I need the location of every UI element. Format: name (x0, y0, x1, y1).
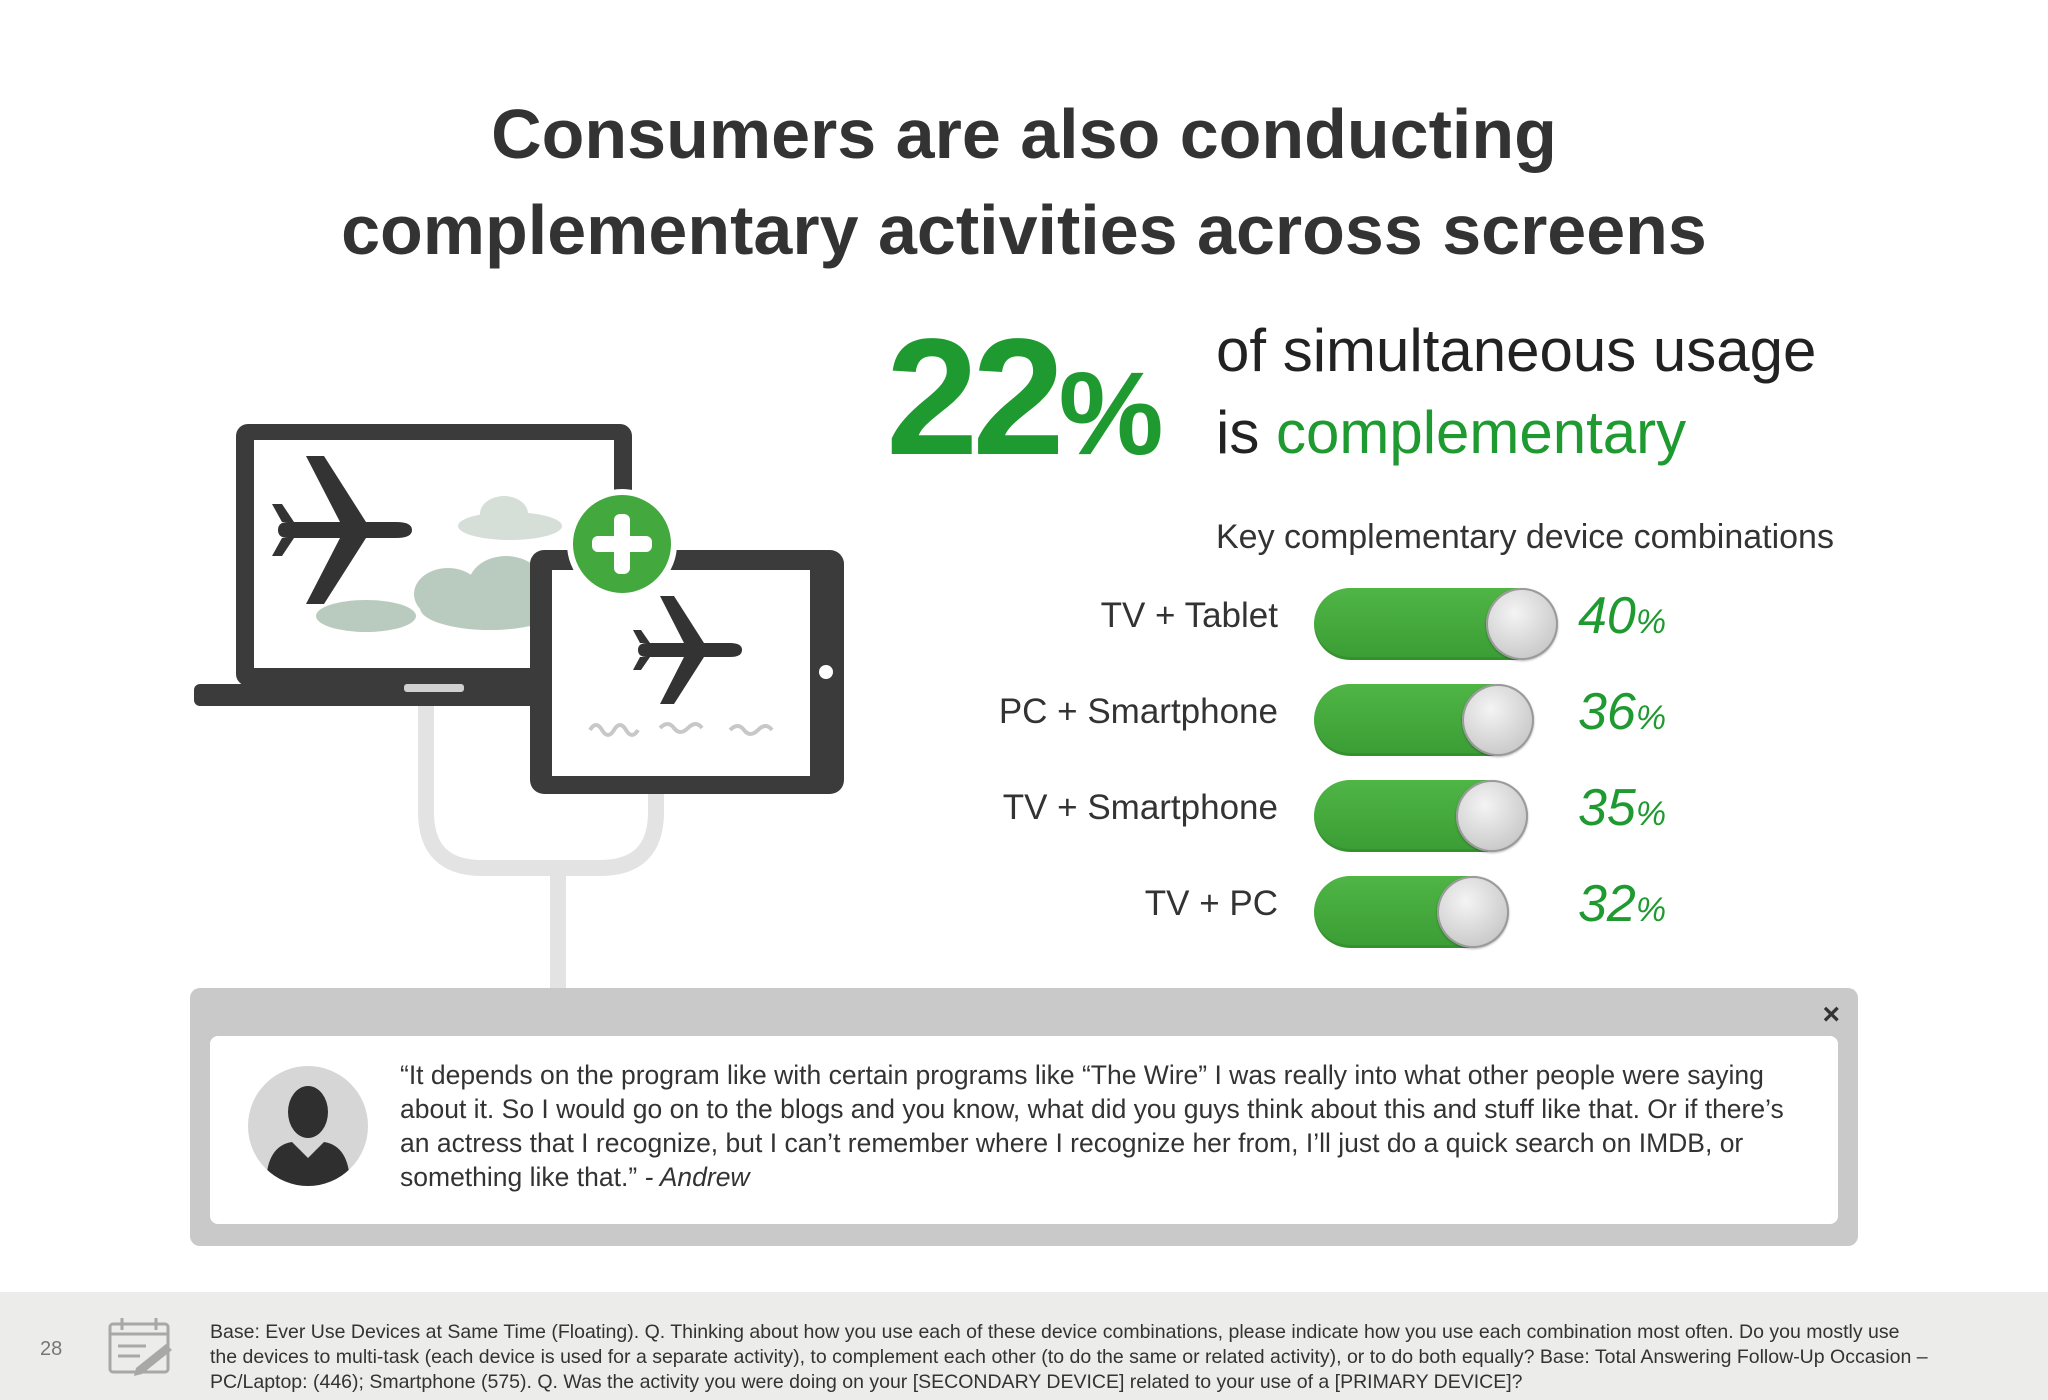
chart-row: PC + Smartphone 36% (0, 680, 2048, 756)
hero-stat-caption: of simultaneous usage is complementary (1216, 310, 1816, 474)
title-line-1: Consumers are also conducting (491, 95, 1557, 173)
chart-row: TV + Tablet 40% (0, 584, 2048, 660)
hero-stat: 22% (886, 315, 1164, 494)
footer-note-part-2: Base: Total Answering Follow-Up Occasion… (210, 1346, 1928, 1393)
cable-icon (418, 682, 664, 990)
hero-stat-value: 22 (886, 305, 1065, 490)
bar (1314, 588, 1558, 660)
footer-note-part-1: Base: Ever Use Devices at Same Time (Flo… (210, 1321, 1900, 1368)
data-label: 35% (1578, 779, 1667, 837)
data-label: 36% (1578, 683, 1667, 741)
data-label-unit: % (1635, 795, 1667, 833)
page-title: Consumers are also conducting complement… (0, 86, 2048, 278)
chart-row: TV + Smartphone 35% (0, 776, 2048, 852)
airplane-icon (633, 596, 742, 704)
close-icon[interactable]: × (1822, 998, 1840, 1031)
data-label-unit: % (1635, 699, 1667, 737)
bar (1314, 780, 1528, 852)
data-label-unit: % (1635, 603, 1667, 641)
plus-icon (567, 489, 677, 599)
category-label: TV + Smartphone (1002, 788, 1278, 827)
footer: 28 Base: Ever Use Devices at Same Time (… (0, 1292, 2048, 1400)
quote-box: “It depends on the program like with cer… (210, 1036, 1838, 1224)
bar (1314, 684, 1534, 756)
data-label: 40% (1578, 587, 1667, 645)
quote-author: - Andrew (637, 1162, 750, 1192)
category-label: TV + Tablet (1100, 596, 1278, 635)
page-number: 28 (40, 1338, 63, 1360)
data-label-unit: % (1635, 891, 1667, 929)
hero-stat-caption-line-1: of simultaneous usage (1216, 317, 1817, 384)
notepad-icon (108, 1318, 172, 1376)
toggle-knob-icon (1462, 684, 1534, 756)
chart-row: TV + PC 32% (0, 872, 2048, 948)
category-label: PC + Smartphone (998, 692, 1278, 731)
hero-stat-unit: % (1058, 348, 1164, 480)
avatar-icon (248, 1066, 368, 1186)
chart-title: Key complementary device combinations (1216, 518, 1834, 556)
footer-note: Base: Ever Use Devices at Same Time (Flo… (210, 1320, 1930, 1395)
toggle-knob-icon (1456, 780, 1528, 852)
category-label: TV + PC (1144, 884, 1278, 923)
quote-body: “It depends on the program like with cer… (400, 1060, 1784, 1192)
toggle-knob-icon (1486, 588, 1558, 660)
toggle-knob-icon (1437, 876, 1509, 948)
devices-illustration (194, 424, 844, 990)
data-label: 32% (1578, 875, 1667, 933)
bar (1314, 876, 1509, 948)
hero-stat-caption-prefix: is (1216, 399, 1276, 466)
hero-stat-caption-highlight: complementary (1276, 399, 1687, 466)
quote-panel: × “It depends on the program like with c… (190, 988, 1858, 1246)
hero-stat-caption-line-2: is complementary (1216, 392, 1816, 474)
title-line-2: complementary activities across screens (341, 191, 1707, 269)
airplane-icon (272, 456, 412, 604)
tablet-icon (530, 550, 844, 794)
cloud-icon (316, 556, 560, 632)
quote-text: “It depends on the program like with cer… (400, 1058, 1800, 1194)
cloud-icon (458, 496, 562, 540)
